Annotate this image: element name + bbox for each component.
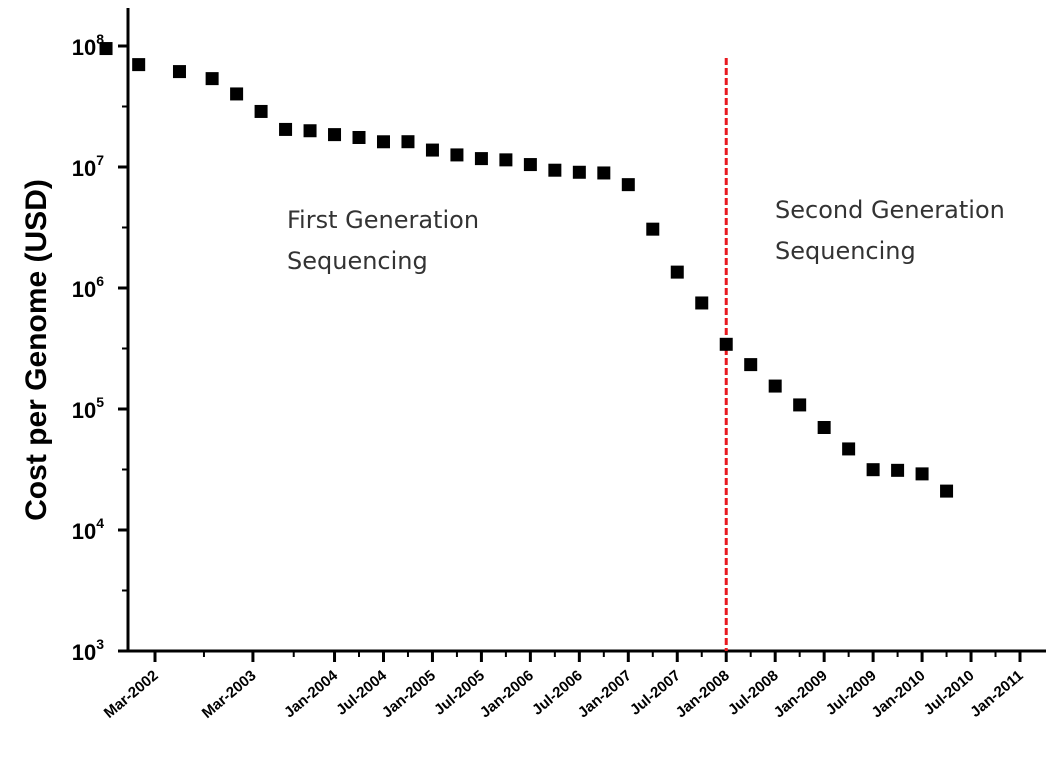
y-axis-label: Cost per Genome (USD) [20,179,53,521]
y-tick-label: 106 [72,273,104,302]
y-tick-label: 104 [72,515,104,544]
x-tick-label: Jan-2008 [673,667,733,721]
x-tick-label: Jan-2011 [967,667,1026,721]
data-point [866,463,880,477]
second-generation-annotation-line-2: Sequencing [775,237,916,265]
data-point [450,148,464,162]
x-tick-label: Mar-2003 [199,667,260,722]
data-point [401,135,415,149]
x-tick-label: Jan-2005 [379,667,439,721]
x-tick-label: Jan-2006 [477,667,537,721]
data-point [793,398,807,412]
x-tick-label: Jan-2009 [771,667,831,721]
data-point [597,166,611,180]
data-point [548,163,562,177]
data-point [328,128,342,142]
y-tick-label: 108 [72,31,104,60]
plot-area: 103 104 105 106 107 108 Mar-2002 Mar-2003 Jan-20… [72,8,1046,722]
data-point [474,152,488,166]
data-point [99,42,113,56]
data-point [425,143,439,157]
data-point [817,420,831,434]
y-tick-label: 105 [72,394,104,423]
data-point [744,358,758,372]
y-tick-label: 103 [72,636,104,665]
data-point [523,158,537,172]
data-point [842,442,856,456]
x-tick-label: Jan-2007 [575,667,635,721]
y-tick-label: 107 [72,152,104,181]
x-tick-label: Jan-2010 [869,667,929,721]
data-point [205,72,219,86]
second-generation-annotation-line-1: Second Generation [775,196,1005,224]
data-point [670,265,684,279]
data-point [719,337,733,351]
y-axis-label-group: Cost per Genome (USD) [20,179,53,521]
x-tick-label: Jan-2004 [281,667,342,722]
data-point [303,124,317,138]
x-tick-label: Mar-2002 [101,667,162,722]
data-point [695,296,709,310]
data-point [891,463,905,477]
data-point [499,153,513,167]
first-generation-annotation-line-2: Sequencing [287,247,428,275]
first-generation-annotation-line-1: First Generation [287,206,479,234]
data-point [572,165,586,179]
data-point [279,122,293,136]
data-point [352,130,366,144]
annotations: First Generation Sequencing Second Gener… [287,196,1005,275]
data-point [254,104,268,118]
data-point [621,178,635,192]
data-point [376,135,390,149]
data-point [230,87,244,101]
data-point [172,65,186,79]
data-point [132,58,146,72]
data-point [768,379,782,393]
data-point [940,484,954,498]
data-point [646,222,660,236]
data-point [915,467,929,481]
